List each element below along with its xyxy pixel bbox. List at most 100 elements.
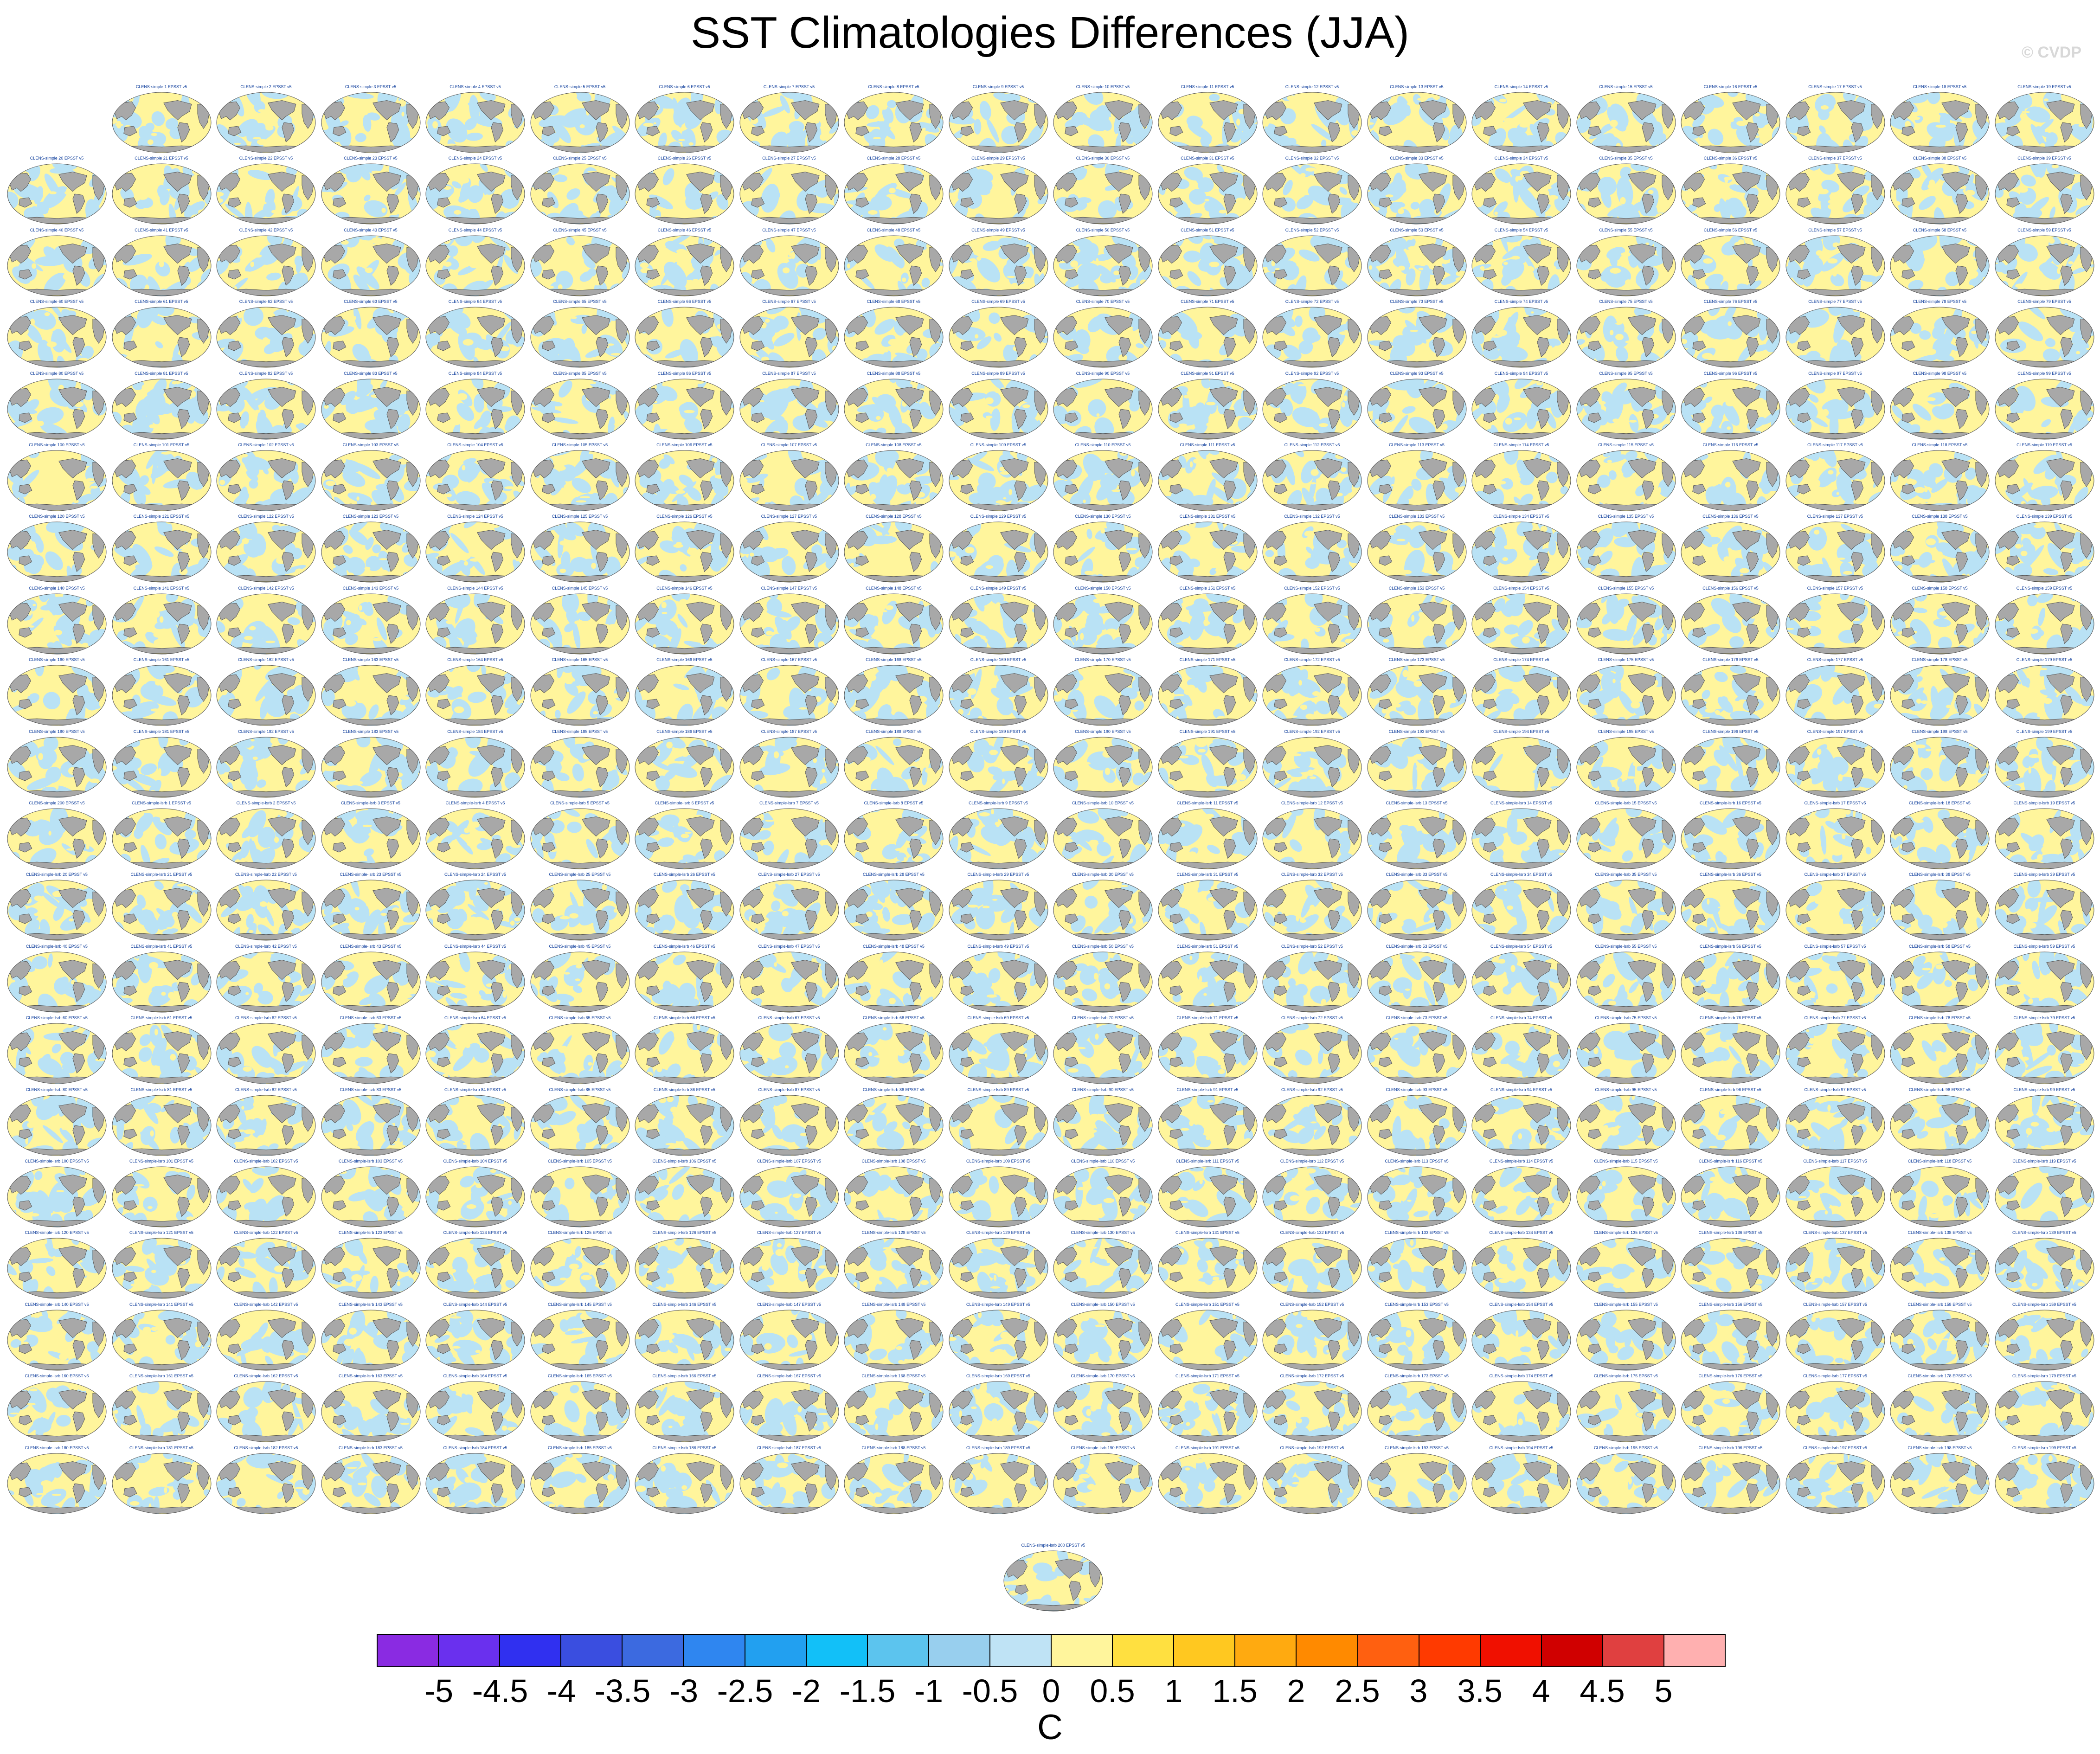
sst-difference-map: CLENS-simple 51 EPSST v5: [1158, 228, 1258, 296]
map-title: CLENS-simple-lsrb 166 EPSST v5: [652, 1374, 717, 1379]
map-globe: [530, 1166, 629, 1227]
map-globe: [844, 307, 944, 368]
map-title: CLENS-simple-lsrb 122 EPSST v5: [234, 1230, 298, 1235]
sst-difference-map: CLENS-simple-lsrb 119 EPSST v5: [1995, 1159, 2094, 1227]
sst-difference-map: CLENS-simple 153 EPSST v5: [1367, 586, 1467, 655]
map-title: CLENS-simple 85 EPSST v5: [553, 371, 607, 376]
map-globe: [216, 1310, 316, 1371]
map-title: CLENS-simple-lsrb 49 EPSST v5: [967, 944, 1029, 949]
map-globe: [1367, 1166, 1466, 1227]
map-globe: [635, 235, 734, 296]
map-globe: [112, 92, 211, 153]
map-globe: [216, 163, 316, 225]
map-title: CLENS-simple-lsrb 188 EPSST v5: [861, 1445, 926, 1450]
map-globe: [1367, 1095, 1466, 1156]
sst-difference-map: CLENS-simple-lsrb 21 EPSST v5: [112, 872, 212, 941]
map-globe: [216, 1166, 316, 1227]
sst-difference-map: CLENS-simple 118 EPSST v5: [1890, 443, 1990, 511]
sst-difference-map: CLENS-simple-lsrb 117 EPSST v5: [1785, 1159, 1885, 1227]
map-title: CLENS-simple-lsrb 63 EPSST v5: [340, 1015, 402, 1021]
map-globe: [1785, 379, 1885, 440]
map-title: CLENS-simple-lsrb 143 EPSST v5: [339, 1302, 403, 1307]
sst-difference-map: CLENS-simple 182 EPSST v5: [216, 729, 316, 798]
colorbar-tick-label: -0.5: [962, 1673, 1018, 1709]
map-title: CLENS-simple 88 EPSST v5: [867, 371, 921, 376]
sst-difference-map: CLENS-simple-lsrb 142 EPSST v5: [216, 1302, 316, 1371]
sst-difference-map: CLENS-simple-lsrb 177 EPSST v5: [1785, 1374, 1885, 1442]
map-title: CLENS-simple 58 EPSST v5: [1913, 227, 1967, 232]
sst-difference-map: CLENS-simple-lsrb 160 EPSST v5: [7, 1374, 107, 1442]
sst-difference-map: CLENS-simple-lsrb 42 EPSST v5: [216, 944, 316, 1013]
sst-difference-map: CLENS-simple-lsrb 112 EPSST v5: [1262, 1159, 1362, 1227]
sst-difference-map: CLENS-simple-lsrb 58 EPSST v5: [1890, 944, 1990, 1013]
map-title: CLENS-simple 62 EPSST v5: [239, 299, 293, 304]
map-title: CLENS-simple 26 EPSST v5: [657, 156, 712, 161]
map-title: CLENS-simple-lsrb 79 EPSST v5: [2013, 1015, 2075, 1021]
map-globe: [844, 379, 944, 440]
map-title: CLENS-simple 46 EPSST v5: [657, 227, 712, 232]
map-title: CLENS-simple-lsrb 96 EPSST v5: [1700, 1087, 1761, 1092]
sst-difference-map: CLENS-simple-lsrb 35 EPSST v5: [1576, 872, 1676, 941]
map-globe: [1995, 737, 2094, 798]
sst-difference-map: CLENS-simple-lsrb 81 EPSST v5: [112, 1087, 212, 1156]
colorbar-swatch: [561, 1635, 623, 1666]
sst-difference-map: CLENS-simple 193 EPSST v5: [1367, 729, 1467, 798]
sst-difference-map: CLENS-simple-lsrb 29 EPSST v5: [949, 872, 1048, 941]
colorbar-tick-label: 0: [1042, 1673, 1060, 1709]
map-globe: [7, 1381, 107, 1442]
map-title: CLENS-simple 25 EPSST v5: [553, 156, 607, 161]
sst-difference-map: CLENS-simple-lsrb 174 EPSST v5: [1471, 1374, 1571, 1442]
map-title: CLENS-simple-lsrb 141 EPSST v5: [129, 1302, 193, 1307]
map-globe: [1576, 593, 1676, 655]
map-title: CLENS-simple-lsrb 43 EPSST v5: [340, 944, 402, 949]
map-globe: [112, 235, 211, 296]
sst-difference-map: CLENS-simple-lsrb 162 EPSST v5: [216, 1374, 316, 1442]
map-title: CLENS-simple 121 EPSST v5: [133, 514, 190, 519]
map-title: CLENS-simple 132 EPSST v5: [1284, 514, 1340, 519]
sst-difference-map: CLENS-simple-lsrb 39 EPSST v5: [1995, 872, 2094, 941]
map-title: CLENS-simple-lsrb 153 EPSST v5: [1385, 1302, 1449, 1307]
map-title: CLENS-simple-lsrb 194 EPSST v5: [1489, 1445, 1554, 1450]
map-globe: [1471, 1381, 1571, 1442]
map-globe: [1158, 521, 1257, 583]
map-title: CLENS-simple-lsrb 52 EPSST v5: [1281, 944, 1343, 949]
map-globe: [1158, 1381, 1257, 1442]
map-globe: [425, 1095, 525, 1156]
map-title: CLENS-simple 162 EPSST v5: [238, 657, 294, 662]
sst-difference-map: CLENS-simple-lsrb 110 EPSST v5: [1053, 1159, 1153, 1227]
map-title: CLENS-simple 18 EPSST v5: [1913, 84, 1967, 89]
map-globe: [1995, 1238, 2094, 1299]
map-title: CLENS-simple 199 EPSST v5: [2016, 729, 2073, 734]
sst-difference-map: CLENS-simple 143 EPSST v5: [321, 586, 421, 655]
map-globe: [1262, 1095, 1362, 1156]
sst-difference-map: CLENS-simple-lsrb 186 EPSST v5: [635, 1446, 734, 1514]
sst-difference-map: CLENS-simple 100 EPSST v5: [7, 443, 107, 511]
sst-difference-map: CLENS-simple-lsrb 79 EPSST v5: [1995, 1015, 2094, 1084]
sst-difference-map: CLENS-simple-lsrb 138 EPSST v5: [1890, 1230, 1990, 1299]
map-globe: [1995, 235, 2094, 296]
map-title: CLENS-simple 8 EPSST v5: [868, 84, 919, 89]
map-globe: [425, 665, 525, 726]
map-title: CLENS-simple 172 EPSST v5: [1284, 657, 1340, 662]
map-title: CLENS-simple-lsrb 134 EPSST v5: [1489, 1230, 1554, 1235]
map-title: CLENS-simple 39 EPSST v5: [2017, 156, 2071, 161]
map-globe: [112, 665, 211, 726]
map-globe: [1890, 1023, 1990, 1084]
map-globe: [1890, 1381, 1990, 1442]
sst-difference-map: CLENS-simple-lsrb 27 EPSST v5: [739, 872, 839, 941]
sst-difference-map: CLENS-simple-lsrb 170 EPSST v5: [1053, 1374, 1153, 1442]
map-title: CLENS-simple-lsrb 182 EPSST v5: [234, 1445, 298, 1450]
map-title: CLENS-simple-lsrb 82 EPSST v5: [235, 1087, 297, 1092]
map-globe: [530, 951, 629, 1013]
map-title: CLENS-simple-lsrb 89 EPSST v5: [967, 1087, 1029, 1092]
sst-difference-map: CLENS-simple-lsrb 129 EPSST v5: [949, 1230, 1048, 1299]
map-title: CLENS-simple 116 EPSST v5: [1702, 443, 1759, 447]
map-globe: [1262, 1453, 1362, 1514]
map-globe: [530, 163, 629, 225]
map-globe: [1471, 379, 1571, 440]
sst-difference-map: CLENS-simple 64 EPSST v5: [425, 299, 525, 368]
map-title: CLENS-simple 57 EPSST v5: [1808, 227, 1862, 232]
map-title: CLENS-simple-lsrb 73 EPSST v5: [1386, 1015, 1448, 1021]
map-title: CLENS-simple 147 EPSST v5: [761, 585, 817, 591]
sst-difference-map: CLENS-simple 197 EPSST v5: [1785, 729, 1885, 798]
